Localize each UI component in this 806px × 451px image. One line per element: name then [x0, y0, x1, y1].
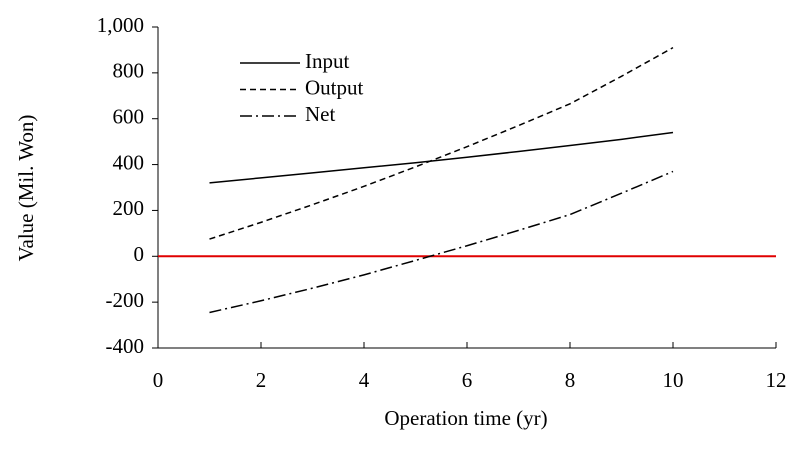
x-tick-label: 2: [256, 368, 267, 392]
x-tick-label: 10: [663, 368, 684, 392]
x-tick-label: 6: [462, 368, 473, 392]
y-tick-label: 1,000: [97, 13, 144, 37]
series-line: [209, 46, 674, 240]
y-tick-label: 800: [113, 59, 145, 83]
legend-label: Input: [305, 49, 349, 73]
x-axis-label: Operation time (yr): [384, 406, 547, 430]
x-tick-label: 0: [153, 368, 164, 392]
y-tick-label: 600: [113, 105, 145, 129]
y-axis-label: Value (Mil. Won): [14, 115, 38, 262]
legend-label: Net: [305, 102, 335, 126]
legend-label: Output: [305, 75, 364, 99]
y-tick-label: 400: [113, 150, 145, 174]
series-line: [209, 170, 674, 314]
y-tick-label: 0: [134, 242, 145, 266]
y-tick-label: 200: [113, 196, 145, 220]
x-tick-label: 8: [565, 368, 576, 392]
y-tick-label: -400: [106, 334, 145, 358]
series-line: [209, 131, 674, 184]
x-tick-label: 12: [766, 368, 787, 392]
x-tick-label: 4: [359, 368, 370, 392]
y-tick-label: -200: [106, 288, 145, 312]
